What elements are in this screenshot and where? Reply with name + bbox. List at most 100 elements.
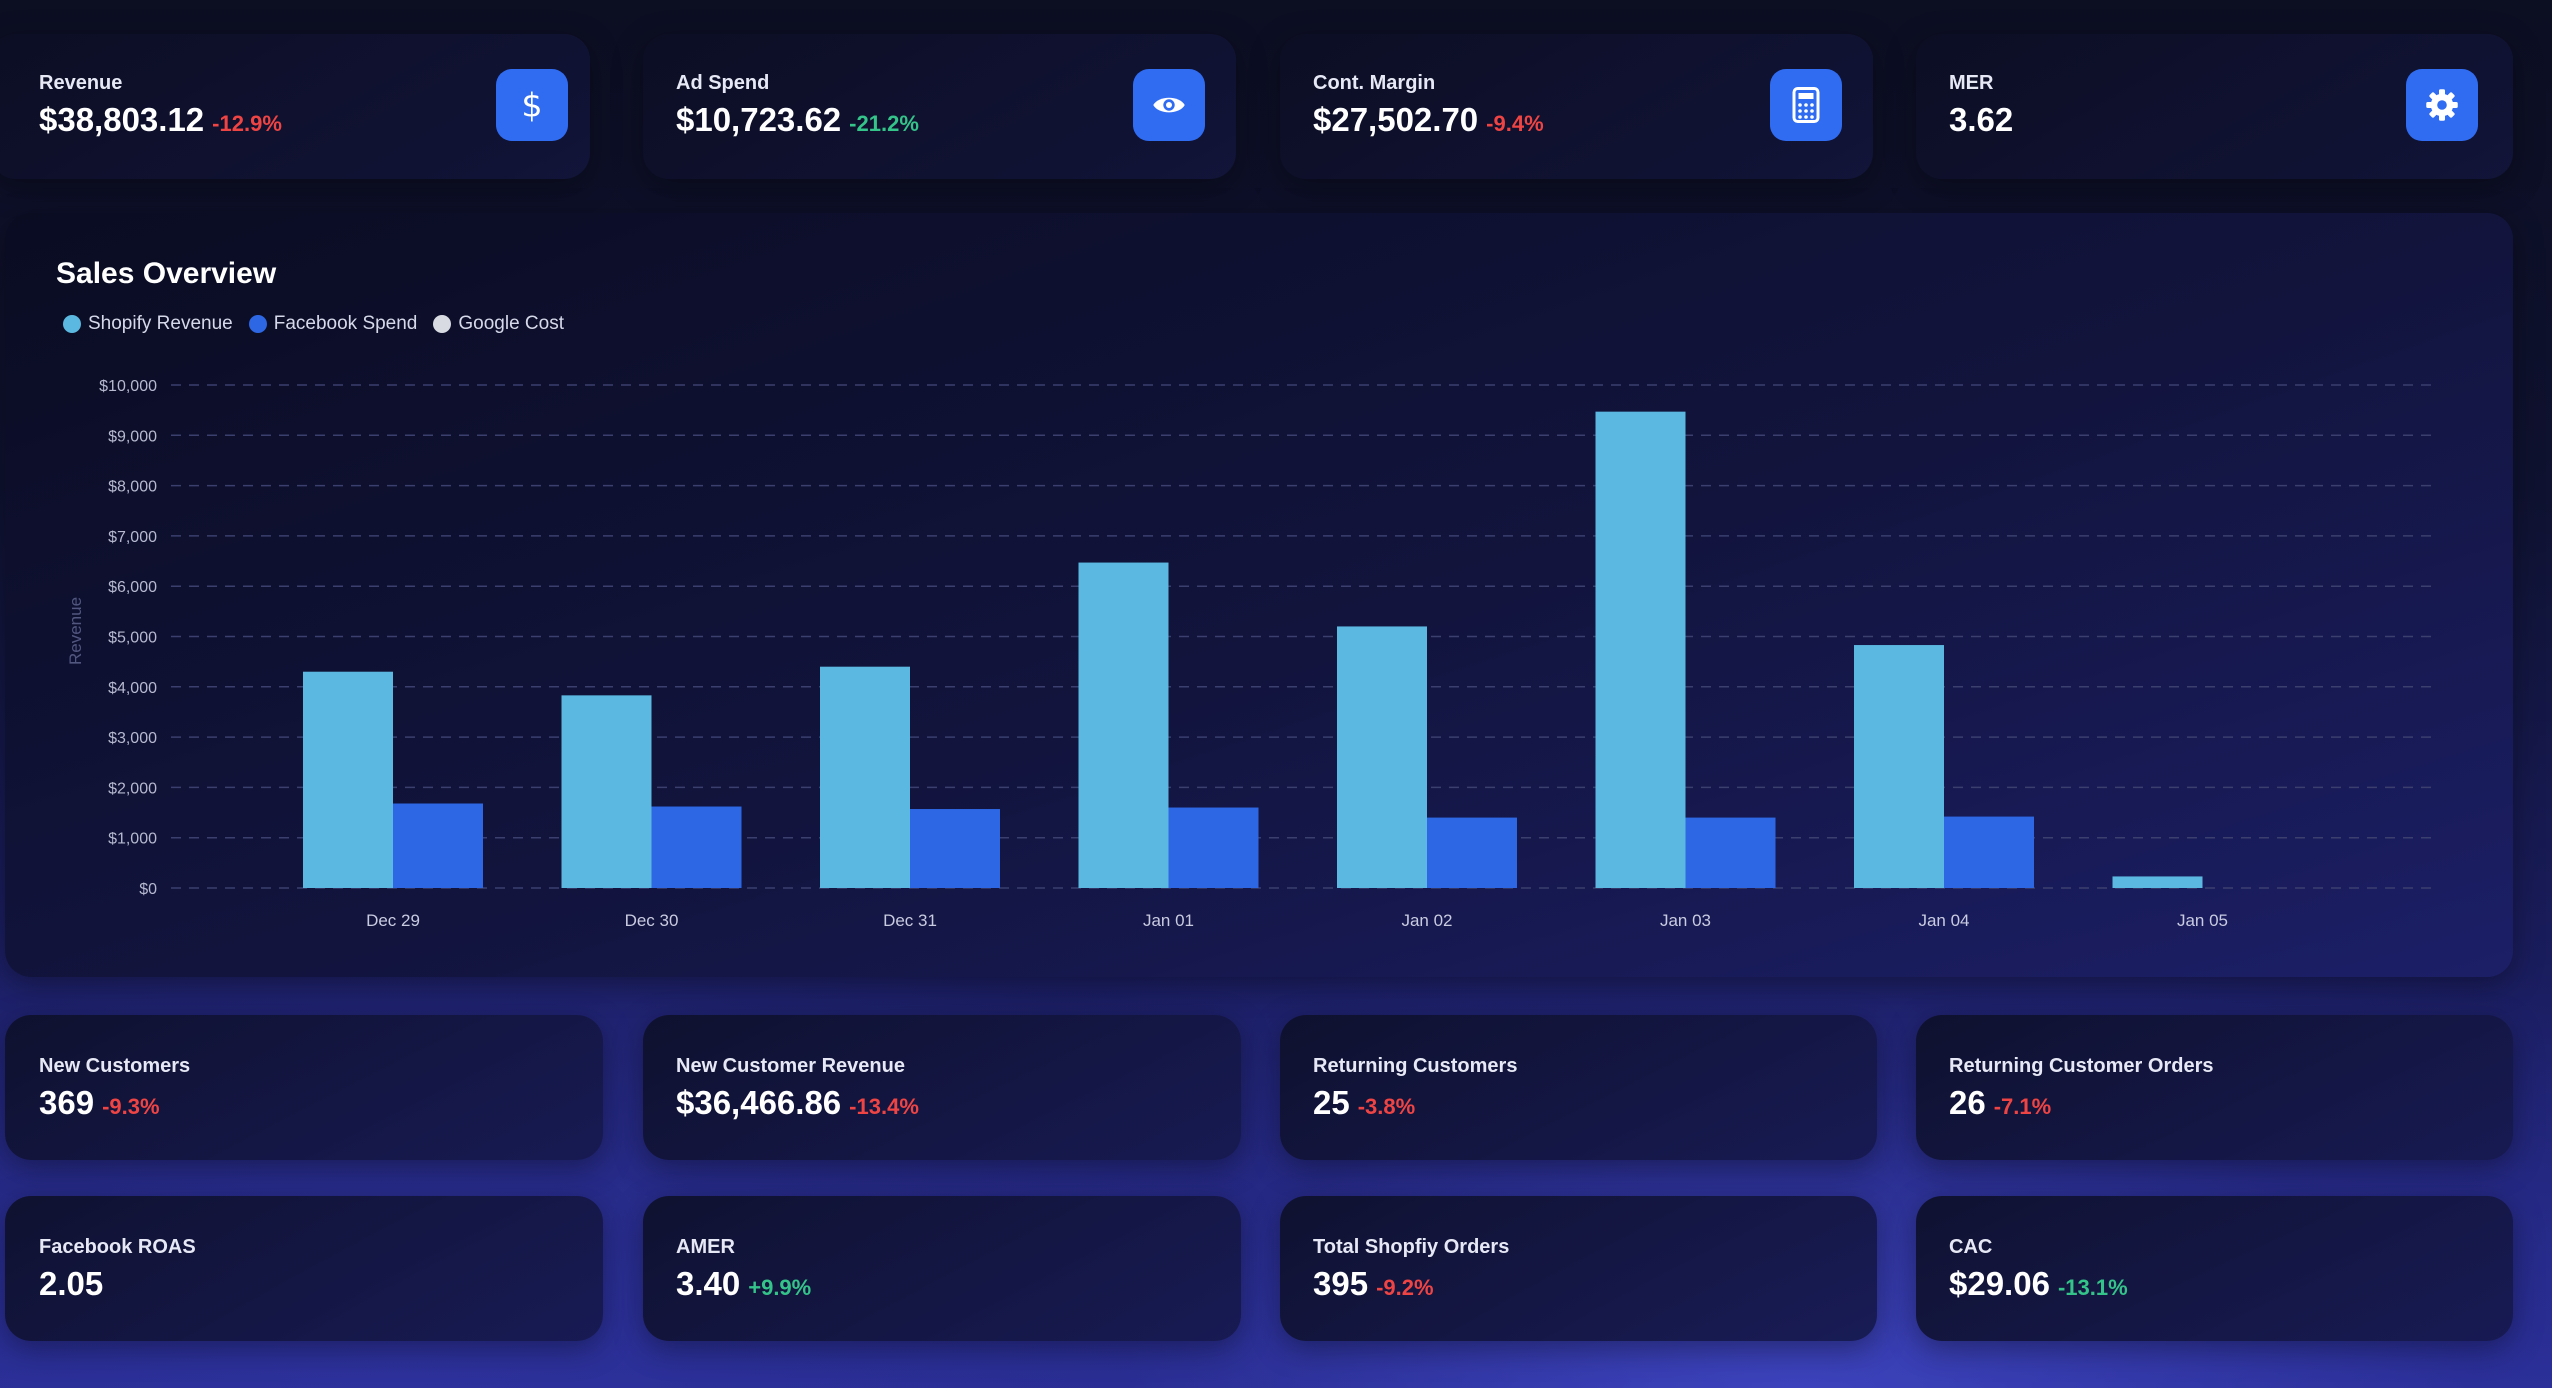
kpi-label: New Customer Revenue bbox=[676, 1055, 905, 1077]
legend-label: Google Cost bbox=[458, 313, 565, 334]
x-tick-label: Dec 30 bbox=[625, 911, 679, 930]
x-tick-label: Jan 05 bbox=[2177, 911, 2228, 930]
x-tick-label: Jan 03 bbox=[1660, 911, 1711, 930]
calculator-icon bbox=[1770, 69, 1842, 141]
dollar-icon: $ bbox=[496, 69, 568, 141]
svg-text:$: $ bbox=[521, 86, 542, 125]
bar-shopify-revenue[interactable] bbox=[1078, 562, 1169, 888]
x-tick-label: Dec 31 bbox=[883, 911, 937, 930]
bar-facebook-spend[interactable] bbox=[1944, 816, 2034, 888]
kpi-value: $36,466.86 bbox=[676, 1084, 842, 1121]
bar-shopify-revenue[interactable] bbox=[1854, 645, 1944, 888]
kpi-change: -21.2% bbox=[849, 111, 919, 136]
kpi-value: 395 bbox=[1313, 1265, 1369, 1302]
kpi-value-row: $27,502.70 -9.4% bbox=[1313, 101, 1544, 139]
kpi-change: -7.1% bbox=[1993, 1094, 2052, 1119]
kpi-value-row: $10,723.62 -21.2% bbox=[676, 101, 919, 139]
y-tick-label: $4,000 bbox=[108, 680, 157, 697]
y-tick-label: $1,000 bbox=[108, 831, 157, 848]
kpi-value: 2.05 bbox=[39, 1265, 104, 1302]
kpi-value: 3.62 bbox=[1949, 101, 2014, 138]
kpi-change: -13.4% bbox=[849, 1094, 919, 1119]
kpi-card-returning-customer-orders: Returning Customer Orders 26 -7.1% bbox=[1916, 1015, 2513, 1160]
kpi-change: -13.1% bbox=[2057, 1275, 2128, 1300]
y-tick-label: $7,000 bbox=[108, 529, 157, 546]
y-tick-label: $0 bbox=[139, 881, 157, 898]
legend-dot bbox=[433, 315, 452, 333]
legend-dot bbox=[63, 315, 81, 333]
bar-shopify-revenue[interactable] bbox=[561, 695, 652, 888]
kpi-label: Returning Customers bbox=[1313, 1055, 1518, 1077]
bar-shopify-revenue[interactable] bbox=[820, 666, 910, 888]
bar-facebook-spend[interactable] bbox=[1168, 807, 1259, 888]
kpi-label: MER bbox=[1949, 72, 1994, 94]
chart-title: Sales Overview bbox=[56, 257, 277, 290]
eye-icon bbox=[1133, 69, 1205, 141]
kpi-change: -12.9% bbox=[212, 111, 282, 136]
kpi-label: New Customers bbox=[39, 1055, 191, 1077]
kpi-card-amer: AMER 3.40 +9.9% bbox=[643, 1196, 1241, 1341]
kpi-value-row: 3.40 +9.9% bbox=[676, 1265, 811, 1303]
kpi-label: Total Shopfiy Orders bbox=[1313, 1236, 1510, 1258]
kpi-card-cont-margin: Cont. Margin $27,502.70 -9.4% bbox=[1280, 34, 1873, 179]
kpi-value: $38,803.12 bbox=[39, 101, 205, 138]
kpi-label: Returning Customer Orders bbox=[1949, 1055, 2214, 1077]
chart-legend: Shopify Revenue Facebook Spend Google Co… bbox=[63, 313, 580, 335]
kpi-change: +9.9% bbox=[748, 1275, 812, 1300]
kpi-value: 3.40 bbox=[676, 1265, 741, 1302]
kpi-label: AMER bbox=[676, 1236, 735, 1258]
kpi-value-row: 3.62 bbox=[1949, 101, 2013, 139]
y-tick-label: $8,000 bbox=[108, 479, 157, 496]
y-tick-label: $10,000 bbox=[99, 378, 157, 395]
kpi-value-row: $38,803.12 -12.9% bbox=[39, 101, 282, 139]
legend-dot bbox=[248, 315, 267, 333]
y-tick-label: $6,000 bbox=[108, 579, 157, 596]
legend-item-shopify-revenue[interactable]: Shopify Revenue bbox=[63, 313, 233, 335]
kpi-card-ad-spend: Ad Spend $10,723.62 -21.2% bbox=[643, 34, 1236, 179]
kpi-value-row: 25 -3.8% bbox=[1313, 1084, 1415, 1122]
kpi-card-revenue: Revenue $38,803.12 -12.9% $ bbox=[0, 34, 590, 179]
x-tick-label: Dec 29 bbox=[366, 911, 420, 930]
kpi-value: $29.06 bbox=[1949, 1265, 2050, 1302]
legend-label: Shopify Revenue bbox=[88, 313, 233, 334]
kpi-label: Ad Spend bbox=[676, 72, 770, 94]
kpi-change: -9.3% bbox=[102, 1094, 160, 1119]
y-tick-label: $2,000 bbox=[108, 780, 157, 797]
x-tick-label: Jan 02 bbox=[1401, 911, 1452, 930]
kpi-value: 26 bbox=[1949, 1084, 1986, 1121]
kpi-card-returning-customers: Returning Customers 25 -3.8% bbox=[1280, 1015, 1877, 1160]
bar-facebook-spend[interactable] bbox=[651, 806, 742, 888]
bar-shopify-revenue[interactable] bbox=[2112, 876, 2203, 888]
kpi-change: -9.4% bbox=[1486, 111, 1544, 136]
kpi-value-row: 2.05 bbox=[39, 1265, 103, 1303]
bar-facebook-spend[interactable] bbox=[1427, 817, 1517, 888]
bar-facebook-spend[interactable] bbox=[910, 809, 1000, 888]
bar-shopify-revenue[interactable] bbox=[303, 671, 393, 888]
kpi-label: Facebook ROAS bbox=[39, 1236, 196, 1258]
kpi-change: -9.2% bbox=[1376, 1275, 1434, 1300]
y-tick-label: $5,000 bbox=[108, 630, 157, 647]
y-axis-title: Revenue bbox=[66, 597, 85, 665]
gear-icon bbox=[2406, 69, 2478, 141]
kpi-value: $27,502.70 bbox=[1313, 101, 1479, 138]
kpi-card-cac: CAC $29.06 -13.1% bbox=[1916, 1196, 2513, 1341]
kpi-label: Cont. Margin bbox=[1313, 72, 1436, 94]
sales-overview-chart: $0 $1,000 $2,000 $3,000 $4,000 $5,000 $6,000 $7… bbox=[66, 378, 2433, 930]
kpi-value: 369 bbox=[39, 1084, 95, 1121]
kpi-value-row: 369 -9.3% bbox=[39, 1084, 160, 1122]
bar-facebook-spend[interactable] bbox=[1685, 817, 1776, 888]
kpi-value-row: 395 -9.2% bbox=[1313, 1265, 1434, 1303]
kpi-value: 25 bbox=[1313, 1084, 1350, 1121]
legend-item-google-cost[interactable]: Google Cost bbox=[433, 313, 564, 335]
kpi-value-row: $36,466.86 -13.4% bbox=[676, 1084, 919, 1122]
bar-shopify-revenue[interactable] bbox=[1595, 411, 1686, 888]
kpi-change: -3.8% bbox=[1357, 1094, 1416, 1119]
kpi-card-mer: MER 3.62 bbox=[1916, 34, 2513, 179]
kpi-card-total-shopify-orders: Total Shopfiy Orders 395 -9.2% bbox=[1280, 1196, 1877, 1341]
kpi-value-row: $29.06 -13.1% bbox=[1949, 1265, 2128, 1303]
legend-item-facebook-spend[interactable]: Facebook Spend bbox=[248, 313, 417, 335]
bar-shopify-revenue[interactable] bbox=[1337, 626, 1427, 888]
bar-facebook-spend[interactable] bbox=[393, 803, 483, 888]
y-tick-label: $9,000 bbox=[108, 428, 157, 445]
kpi-card-new-customers: New Customers 369 -9.3% bbox=[5, 1015, 603, 1160]
